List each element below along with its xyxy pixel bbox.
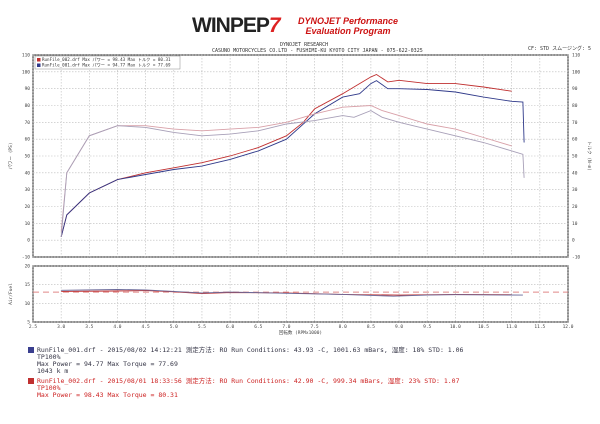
y-axis-label: Air/Fuel — [8, 283, 14, 305]
series-line-0-1 — [60, 80, 525, 237]
x-tick-label: 4.5 — [142, 324, 150, 330]
legend-box — [34, 55, 181, 70]
series-line-0-3 — [60, 110, 525, 237]
x-tick-label: 2.5 — [29, 324, 37, 330]
x-tick-label: 12.0 — [563, 324, 574, 330]
legend-entry: RunFile_002.drf Max パワー = 98.43 Max トルク … — [42, 57, 171, 63]
run-001-swatch — [28, 347, 34, 353]
y-tick-label: 15 — [25, 282, 31, 288]
x-tick-label: 10.5 — [478, 324, 489, 330]
y-tick-label: -10 — [22, 255, 30, 261]
series-line-1-1 — [61, 289, 523, 297]
legend-swatch — [37, 63, 41, 67]
run-001-line4: 1043 k m — [37, 367, 69, 375]
y-tick-label: 50 — [25, 154, 31, 160]
y-tick-label: 20 — [25, 264, 31, 270]
y-tick-label: 0 — [27, 238, 30, 244]
y2-tick-label: 90 — [572, 86, 578, 92]
legend-swatch — [37, 58, 41, 62]
y2-tick-label: 70 — [572, 120, 578, 126]
y2-tick-label: 40 — [572, 170, 578, 176]
y-tick-label: 30 — [25, 187, 31, 193]
y-tick-label: 110 — [22, 53, 30, 59]
run-002-line1: RunFile_002.drf - 2015/08/01 18:33:56 測定… — [37, 377, 460, 385]
run-001-line2: TP100% — [37, 353, 61, 361]
x-tick-label: 3.0 — [57, 324, 65, 330]
y-tick-label: 20 — [25, 204, 31, 210]
run-001-line1: RunFile_001.drf - 2015/08/02 14:12:21 測定… — [37, 346, 464, 354]
y-tick-label: 70 — [25, 120, 31, 126]
program-title: DYNOJET Performance Evaluation Program — [298, 16, 399, 36]
x-tick-label: 5.5 — [198, 324, 206, 330]
company-line2: CASUNO MOTORCYCLES CO.LTD - FUSHIMI-KU K… — [212, 48, 423, 54]
y2-tick-label: -10 — [572, 255, 580, 261]
x-tick-label: 9.0 — [395, 324, 403, 330]
y-axis-label: パワー (PS) — [8, 142, 14, 169]
run-002-swatch — [28, 378, 34, 384]
x-tick-label: 10.0 — [450, 324, 461, 330]
run-002-line3: Max Power = 98.43 Max Torque = 80.31 — [37, 391, 178, 399]
x-axis-label: 回転数 (RPMx1000) — [279, 329, 322, 336]
run-info-001: RunFile_001.drf - 2015/08/02 14:12:21 測定… — [28, 347, 463, 375]
winpep-logo: WINPEP7 — [192, 14, 281, 37]
y-tick-label: 40 — [25, 170, 31, 176]
y-tick-label: 80 — [25, 103, 31, 109]
y-tick-label: 10 — [25, 301, 31, 307]
y2-tick-label: 100 — [572, 69, 580, 75]
y2-tick-label: 50 — [572, 154, 578, 160]
y-tick-label: 5 — [27, 320, 30, 326]
x-tick-label: 6.0 — [226, 324, 234, 330]
x-tick-label: 11.5 — [534, 324, 545, 330]
run-001-line3: Max Power = 94.77 Max Torque = 77.69 — [37, 360, 178, 368]
y-tick-label: 100 — [22, 69, 30, 75]
x-tick-label: 7.0 — [282, 324, 290, 330]
legend-entry: RunFile_001.drf Max パワー = 94.77 Max トルク … — [42, 63, 171, 69]
company-line1: DYNOJET RESEARCH — [280, 42, 329, 48]
x-tick-label: 5.0 — [170, 324, 178, 330]
x-tick-label: 8.5 — [367, 324, 375, 330]
y2-tick-label: 0 — [572, 238, 575, 244]
y2-axis-label: トルク (N-m) — [586, 141, 592, 171]
y2-tick-label: 60 — [572, 137, 578, 143]
run-002-line2: TP100% — [37, 384, 61, 392]
y2-tick-label: 80 — [572, 103, 578, 109]
y-tick-label: 90 — [25, 86, 31, 92]
x-tick-label: 8.0 — [339, 324, 347, 330]
x-tick-label: 11.0 — [506, 324, 517, 330]
x-tick-label: 6.5 — [254, 324, 262, 330]
x-tick-label: 3.5 — [85, 324, 93, 330]
y2-tick-label: 20 — [572, 204, 578, 210]
correction-factor: CF: STD スムージング: 5 — [528, 46, 592, 52]
y2-tick-label: 30 — [572, 187, 578, 193]
y2-tick-label: 10 — [572, 221, 578, 227]
x-tick-label: 4.0 — [113, 324, 121, 330]
y2-tick-label: 110 — [572, 53, 580, 59]
x-tick-label: 9.5 — [423, 324, 431, 330]
y-tick-label: 10 — [25, 221, 31, 227]
y-tick-label: 60 — [25, 137, 31, 143]
dyno-charts: -10 -10 0 0 10 10 20 20 30 30 40 40 50 50 60 60 70 70 80 80… — [8, 53, 592, 337]
run-info-002: RunFile_002.drf - 2015/08/01 18:33:56 測定… — [28, 378, 460, 399]
x-tick-label: 7.5 — [311, 324, 319, 330]
